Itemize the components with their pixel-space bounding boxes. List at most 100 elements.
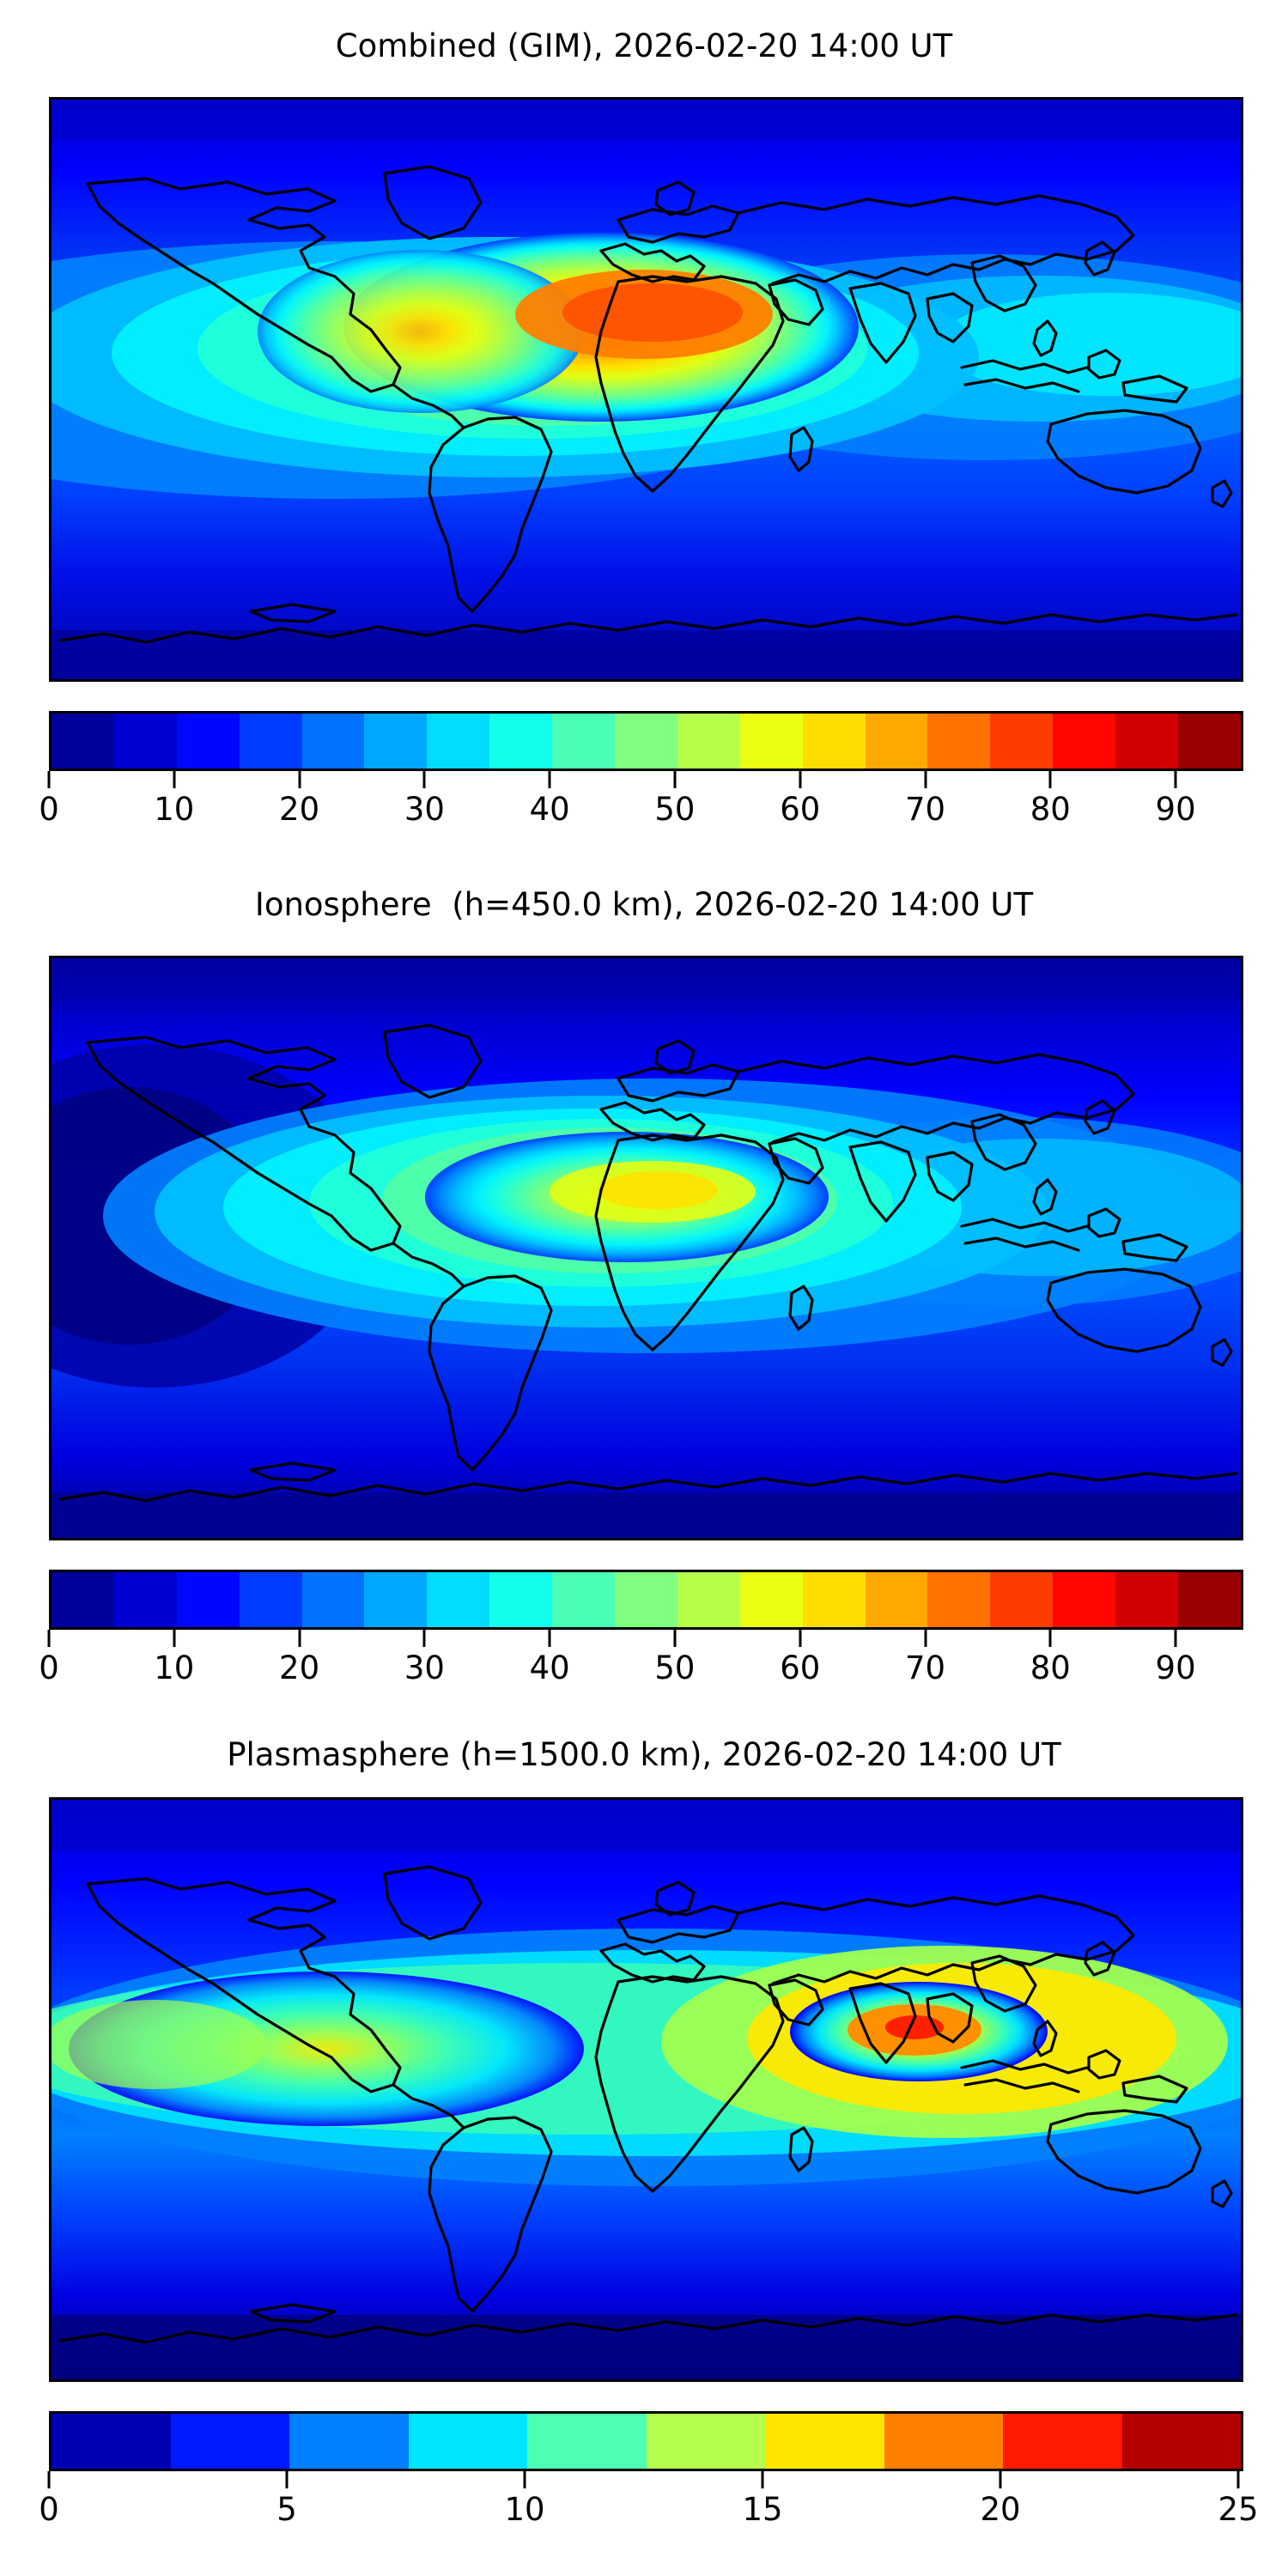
map-combined-gim[interactable]	[49, 97, 1243, 682]
colorbar-tick	[1048, 1630, 1052, 1647]
colorbar-segment	[176, 1572, 240, 1627]
colorbar-segment	[615, 714, 677, 769]
colorbar-tick-label: 10	[504, 2491, 545, 2528]
colorbar-tick	[47, 2471, 51, 2488]
colorbar-tick-label: 5	[276, 2491, 297, 2528]
colorbar-tick	[548, 771, 551, 788]
colorbar-ionosphere[interactable]: 0 10 20 30 40 50 60 70 80 90	[39, 1570, 1243, 1690]
colorbar-tick	[1236, 2471, 1240, 2488]
colorbar-tick	[47, 1630, 51, 1647]
colorbar-segment	[927, 714, 991, 769]
colorbar-labels-3: 0 5 10 15 20 25	[39, 2490, 1258, 2530]
colorbar-tick-label: 10	[154, 791, 195, 828]
colorbar-segment	[990, 714, 1054, 769]
colorbar-tick-label: 50	[654, 791, 696, 828]
colorbar-segment	[615, 1572, 677, 1627]
colorbar-tick	[422, 1630, 426, 1647]
colorbar-segment	[739, 1572, 803, 1627]
colorbar-segment	[364, 1572, 428, 1627]
colorbar-tick-label: 0	[39, 1649, 59, 1686]
colorbar-tick	[1174, 771, 1177, 788]
colorbar-segment	[646, 2414, 765, 2469]
colorbar-tick-label: 0	[39, 791, 59, 828]
colorbar-tick-label: 60	[780, 1649, 821, 1686]
colorbar-combined-gim[interactable]: 0 10 20 30 40 50 60 70 80 90	[39, 711, 1243, 831]
colorbar-segment	[113, 714, 177, 769]
colorbar-segment	[1178, 1572, 1241, 1627]
colorbar-segment	[113, 1572, 177, 1627]
colorbar-segment	[739, 714, 803, 769]
colorbar-segment	[489, 1572, 553, 1627]
colorbar-segment	[1115, 1572, 1179, 1627]
colorbar-segment	[408, 2414, 527, 2469]
colorbar-tick-label: 10	[154, 1649, 195, 1686]
colorbar-segment	[765, 2414, 884, 2469]
colorbar-segment	[1115, 714, 1179, 769]
colorbar-tick	[1174, 1630, 1177, 1647]
colorbar-segment	[52, 2414, 171, 2469]
colorbar-tick	[548, 1630, 551, 1647]
colorbar-tick-label: 50	[654, 1649, 696, 1686]
colorbar-segment	[239, 714, 302, 769]
colorbar-segment	[865, 714, 928, 769]
colorbar-segment	[1003, 2414, 1122, 2469]
colorbar-segment	[489, 714, 553, 769]
colorbar-tick	[285, 2471, 289, 2488]
colorbar-tick	[799, 1630, 802, 1647]
colorbar-segment	[884, 2414, 1003, 2469]
colorbar-tick-label: 30	[404, 1649, 445, 1686]
colorbar-segment	[1178, 714, 1241, 769]
colorbar-tick	[924, 771, 927, 788]
colorbar-tick	[924, 1630, 927, 1647]
colorbar-segment	[364, 714, 428, 769]
panel-combined-gim: Combined (GIM), 2026-02-20 14:00 UT	[0, 0, 1288, 833]
colorbar-segment	[170, 2414, 289, 2469]
colorbar-tick-label: 80	[1030, 1649, 1071, 1686]
colorbar-tick-label: 90	[1155, 1649, 1196, 1686]
colorbar-segment	[176, 714, 240, 769]
colorbar-tick-label: 40	[529, 791, 570, 828]
colorbar-segment	[301, 1572, 365, 1627]
colorbar-segment	[802, 714, 866, 769]
colorbar-tick-label: 20	[279, 791, 320, 828]
colorbar-tick	[673, 1630, 677, 1647]
colorbar-ticks-1	[47, 771, 1238, 790]
colorbar-segment	[677, 1572, 740, 1627]
colorbar-gradient-3	[49, 2411, 1243, 2471]
colorbar-tick	[799, 771, 802, 788]
panel-ionosphere: Ionosphere (h=450.0 km), 2026-02-20 14:0…	[0, 859, 1288, 1717]
colorbar-tick	[1048, 771, 1052, 788]
colorbar-tick-label: 70	[904, 1649, 946, 1686]
colorbar-tick	[47, 771, 51, 788]
colorbar-segment	[552, 714, 616, 769]
colorbar-ticks-2	[47, 1630, 1238, 1649]
colorbar-segment	[427, 714, 490, 769]
colorbar-tick	[761, 2471, 764, 2488]
panel-plasmasphere: Plasmasphere (h=1500.0 km), 2026-02-20 1…	[0, 1717, 1288, 2576]
colorbar-tick	[298, 771, 301, 788]
map-ionosphere[interactable]	[49, 956, 1243, 1540]
panel-title-plasmasphere: Plasmasphere (h=1500.0 km), 2026-02-20 1…	[227, 1736, 1061, 1773]
colorbar-segment	[865, 1572, 928, 1627]
colorbar-tick-label: 0	[39, 2491, 59, 2528]
colorbar-segment	[239, 1572, 302, 1627]
colorbar-plasmasphere[interactable]: 0 5 10 15 20 25	[39, 2411, 1259, 2531]
colorbar-tick-label: 70	[904, 791, 946, 828]
colorbar-segment	[527, 2414, 647, 2469]
panel-title-combined-gim: Combined (GIM), 2026-02-20 14:00 UT	[335, 27, 953, 64]
colorbar-tick	[173, 1630, 176, 1647]
colorbar-segment	[427, 1572, 490, 1627]
colorbar-tick-label: 25	[1218, 2491, 1259, 2528]
colorbar-tick-label: 20	[279, 1649, 320, 1686]
colorbar-segment	[1053, 714, 1116, 769]
colorbar-labels-1: 0 10 20 30 40 50 60 70 80 90	[39, 790, 1238, 829]
colorbar-segment	[1121, 2414, 1241, 2469]
colorbar-segment	[301, 714, 365, 769]
colorbar-segment	[52, 1572, 114, 1627]
colorbar-tick	[298, 1630, 301, 1647]
colorbar-segment	[802, 1572, 866, 1627]
colorbar-tick	[173, 771, 176, 788]
map-plasmasphere[interactable]	[49, 1797, 1243, 2382]
colorbar-segment	[552, 1572, 616, 1627]
